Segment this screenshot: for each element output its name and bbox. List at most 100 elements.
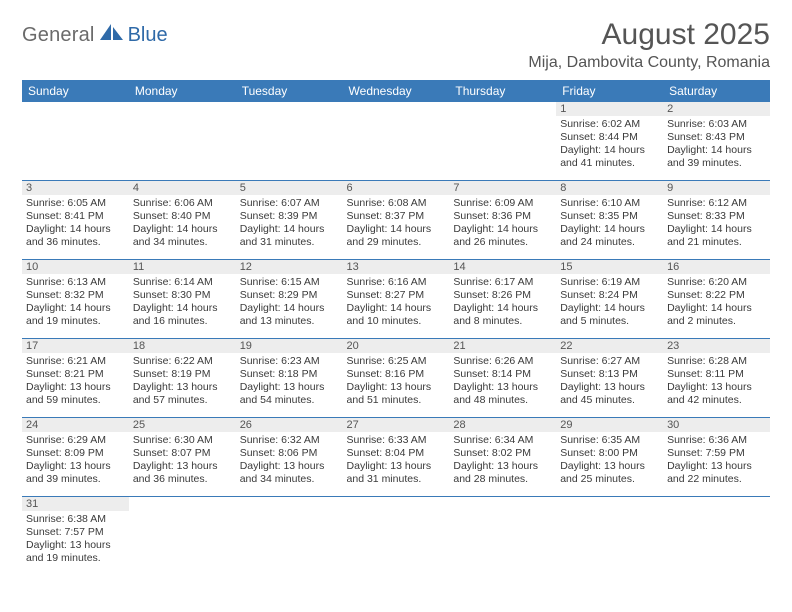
day-number: 9 xyxy=(663,181,770,195)
day-cell xyxy=(663,497,770,576)
daylight-line: Daylight: 13 hours xyxy=(560,460,659,473)
day-number: 16 xyxy=(663,260,770,274)
day-cell: 7Sunrise: 6:09 AMSunset: 8:36 PMDaylight… xyxy=(449,181,556,260)
sunrise-line: Sunrise: 6:32 AM xyxy=(240,434,339,447)
week-row: 24Sunrise: 6:29 AMSunset: 8:09 PMDayligh… xyxy=(22,418,770,497)
daylight-line: and 39 minutes. xyxy=(26,473,125,486)
day-details: Sunrise: 6:05 AMSunset: 8:41 PMDaylight:… xyxy=(22,195,129,253)
day-cell: 27Sunrise: 6:33 AMSunset: 8:04 PMDayligh… xyxy=(343,418,450,497)
sunrise-line: Sunrise: 6:17 AM xyxy=(453,276,552,289)
day-cell: 29Sunrise: 6:35 AMSunset: 8:00 PMDayligh… xyxy=(556,418,663,497)
daylight-line: and 16 minutes. xyxy=(133,315,232,328)
day-details: Sunrise: 6:16 AMSunset: 8:27 PMDaylight:… xyxy=(343,274,450,332)
sunset-line: Sunset: 8:04 PM xyxy=(347,447,446,460)
sunrise-line: Sunrise: 6:19 AM xyxy=(560,276,659,289)
dow-tue: Tuesday xyxy=(236,80,343,102)
day-details: Sunrise: 6:20 AMSunset: 8:22 PMDaylight:… xyxy=(663,274,770,332)
logo-text-general: General xyxy=(22,24,95,47)
day-details: Sunrise: 6:03 AMSunset: 8:43 PMDaylight:… xyxy=(663,116,770,174)
daylight-line: Daylight: 14 hours xyxy=(240,302,339,315)
daylight-line: Daylight: 14 hours xyxy=(667,302,766,315)
day-details: Sunrise: 6:07 AMSunset: 8:39 PMDaylight:… xyxy=(236,195,343,253)
sunrise-line: Sunrise: 6:20 AM xyxy=(667,276,766,289)
day-cell: 5Sunrise: 6:07 AMSunset: 8:39 PMDaylight… xyxy=(236,181,343,260)
sail-icon xyxy=(100,24,126,45)
sunrise-line: Sunrise: 6:13 AM xyxy=(26,276,125,289)
daylight-line: and 24 minutes. xyxy=(560,236,659,249)
week-row: 31Sunrise: 6:38 AMSunset: 7:57 PMDayligh… xyxy=(22,497,770,576)
daylight-line: and 42 minutes. xyxy=(667,394,766,407)
sunset-line: Sunset: 8:22 PM xyxy=(667,289,766,302)
day-details: Sunrise: 6:29 AMSunset: 8:09 PMDaylight:… xyxy=(22,432,129,490)
sunrise-line: Sunrise: 6:07 AM xyxy=(240,197,339,210)
sunrise-line: Sunrise: 6:15 AM xyxy=(240,276,339,289)
day-details: Sunrise: 6:28 AMSunset: 8:11 PMDaylight:… xyxy=(663,353,770,411)
week-row: 3Sunrise: 6:05 AMSunset: 8:41 PMDaylight… xyxy=(22,181,770,260)
day-cell xyxy=(236,497,343,576)
day-details: Sunrise: 6:19 AMSunset: 8:24 PMDaylight:… xyxy=(556,274,663,332)
daylight-line: and 28 minutes. xyxy=(453,473,552,486)
day-number: 13 xyxy=(343,260,450,274)
daylight-line: and 29 minutes. xyxy=(347,236,446,249)
dow-mon: Monday xyxy=(129,80,236,102)
sunrise-line: Sunrise: 6:08 AM xyxy=(347,197,446,210)
sunrise-line: Sunrise: 6:22 AM xyxy=(133,355,232,368)
month-title: August 2025 xyxy=(528,18,770,52)
daylight-line: Daylight: 14 hours xyxy=(347,223,446,236)
day-cell xyxy=(449,497,556,576)
logo-text-blue: Blue xyxy=(128,24,168,47)
day-cell: 21Sunrise: 6:26 AMSunset: 8:14 PMDayligh… xyxy=(449,339,556,418)
daylight-line: and 57 minutes. xyxy=(133,394,232,407)
sunrise-line: Sunrise: 6:10 AM xyxy=(560,197,659,210)
sunset-line: Sunset: 8:32 PM xyxy=(26,289,125,302)
sunrise-line: Sunrise: 6:05 AM xyxy=(26,197,125,210)
day-cell: 6Sunrise: 6:08 AMSunset: 8:37 PMDaylight… xyxy=(343,181,450,260)
day-details: Sunrise: 6:14 AMSunset: 8:30 PMDaylight:… xyxy=(129,274,236,332)
sunrise-line: Sunrise: 6:38 AM xyxy=(26,513,125,526)
day-number: 7 xyxy=(449,181,556,195)
sunset-line: Sunset: 8:13 PM xyxy=(560,368,659,381)
day-details: Sunrise: 6:15 AMSunset: 8:29 PMDaylight:… xyxy=(236,274,343,332)
daylight-line: Daylight: 13 hours xyxy=(453,381,552,394)
daylight-line: Daylight: 13 hours xyxy=(133,460,232,473)
sunrise-line: Sunrise: 6:03 AM xyxy=(667,118,766,131)
sunrise-line: Sunrise: 6:09 AM xyxy=(453,197,552,210)
daylight-line: Daylight: 14 hours xyxy=(560,302,659,315)
sunset-line: Sunset: 8:00 PM xyxy=(560,447,659,460)
day-cell: 20Sunrise: 6:25 AMSunset: 8:16 PMDayligh… xyxy=(343,339,450,418)
day-details: Sunrise: 6:21 AMSunset: 8:21 PMDaylight:… xyxy=(22,353,129,411)
daylight-line: and 36 minutes. xyxy=(26,236,125,249)
sunset-line: Sunset: 8:36 PM xyxy=(453,210,552,223)
sunset-line: Sunset: 8:26 PM xyxy=(453,289,552,302)
day-cell: 28Sunrise: 6:34 AMSunset: 8:02 PMDayligh… xyxy=(449,418,556,497)
day-cell: 23Sunrise: 6:28 AMSunset: 8:11 PMDayligh… xyxy=(663,339,770,418)
sunset-line: Sunset: 8:33 PM xyxy=(667,210,766,223)
day-number: 25 xyxy=(129,418,236,432)
sunset-line: Sunset: 8:16 PM xyxy=(347,368,446,381)
dow-sat: Saturday xyxy=(663,80,770,102)
daylight-line: Daylight: 13 hours xyxy=(347,381,446,394)
sunset-line: Sunset: 8:09 PM xyxy=(26,447,125,460)
daylight-line: and 19 minutes. xyxy=(26,315,125,328)
day-number: 17 xyxy=(22,339,129,353)
daylight-line: Daylight: 14 hours xyxy=(26,223,125,236)
day-cell: 8Sunrise: 6:10 AMSunset: 8:35 PMDaylight… xyxy=(556,181,663,260)
sunset-line: Sunset: 8:35 PM xyxy=(560,210,659,223)
day-number: 27 xyxy=(343,418,450,432)
daylight-line: Daylight: 13 hours xyxy=(240,460,339,473)
day-cell: 4Sunrise: 6:06 AMSunset: 8:40 PMDaylight… xyxy=(129,181,236,260)
day-cell: 26Sunrise: 6:32 AMSunset: 8:06 PMDayligh… xyxy=(236,418,343,497)
day-details: Sunrise: 6:26 AMSunset: 8:14 PMDaylight:… xyxy=(449,353,556,411)
daylight-line: and 22 minutes. xyxy=(667,473,766,486)
day-cell: 22Sunrise: 6:27 AMSunset: 8:13 PMDayligh… xyxy=(556,339,663,418)
sunset-line: Sunset: 8:21 PM xyxy=(26,368,125,381)
daylight-line: Daylight: 13 hours xyxy=(26,381,125,394)
day-number: 15 xyxy=(556,260,663,274)
day-number: 26 xyxy=(236,418,343,432)
daylight-line: and 8 minutes. xyxy=(453,315,552,328)
daylight-line: and 19 minutes. xyxy=(26,552,125,565)
day-cell: 12Sunrise: 6:15 AMSunset: 8:29 PMDayligh… xyxy=(236,260,343,339)
daylight-line: Daylight: 14 hours xyxy=(26,302,125,315)
daylight-line: Daylight: 13 hours xyxy=(667,460,766,473)
daylight-line: and 21 minutes. xyxy=(667,236,766,249)
